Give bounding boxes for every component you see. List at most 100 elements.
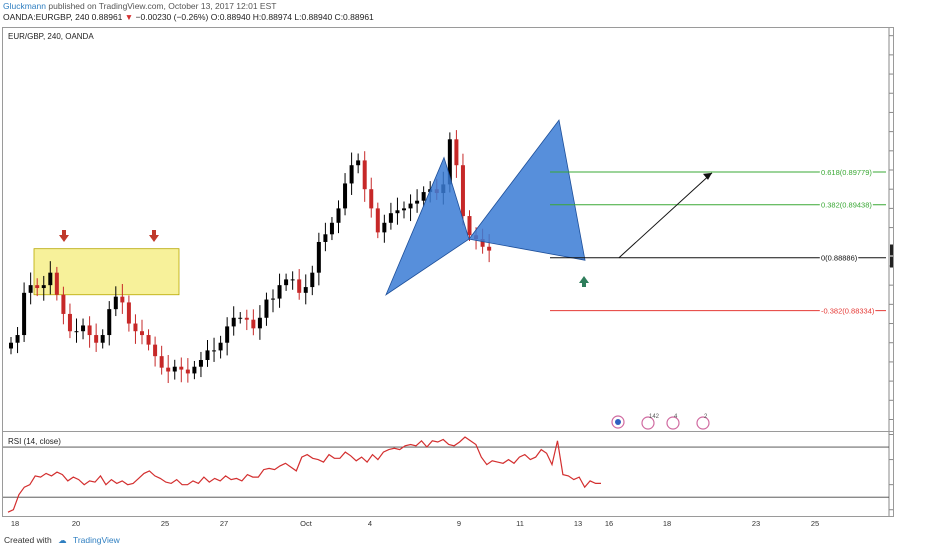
candle — [303, 274, 308, 305]
candle — [205, 340, 210, 367]
candle — [310, 265, 315, 296]
candle-body — [28, 285, 33, 293]
candle-body — [67, 313, 72, 332]
candle-body — [447, 139, 452, 185]
price-chart: 0.912000.910000.908000.906000.904000.902… — [9, 28, 893, 431]
candle-body — [205, 350, 210, 360]
candle-body — [487, 246, 492, 251]
candle — [35, 278, 40, 297]
time-tick-label: 9 — [457, 519, 461, 528]
candle — [244, 309, 249, 331]
candle — [356, 153, 361, 174]
rsi-title: RSI (14, close) — [8, 437, 61, 446]
candle-body — [323, 234, 328, 242]
candle-body — [140, 331, 144, 336]
time-tick-label: 16 — [605, 519, 613, 528]
candle-body — [277, 285, 282, 299]
time-axis: 18 20 25 27 Oct 4 9 11 13 16 18 23 25 — [11, 519, 819, 528]
time-tick-label: 20 — [72, 519, 80, 528]
symbol-label: OANDA:EURGBP, 240 — [3, 12, 90, 22]
candle-body — [185, 369, 190, 374]
candle-body — [375, 208, 380, 233]
candle-body — [460, 165, 465, 217]
time-tick-label: 18 — [11, 519, 19, 528]
candle — [28, 272, 33, 305]
candle — [415, 189, 420, 213]
candle — [467, 210, 472, 242]
candle — [9, 336, 13, 355]
candle-body — [9, 342, 13, 349]
candle-body — [192, 366, 197, 374]
candle-body — [15, 335, 20, 343]
candle-body — [349, 165, 354, 184]
time-tick-label: Oct — [300, 519, 313, 528]
created-with-label: Created with — [4, 535, 52, 545]
rsi-chart: 80.000060.000040.000020.0000 — [3, 432, 893, 516]
candle-body — [395, 210, 400, 214]
candle-body — [343, 183, 348, 209]
time-tick-label: 25 — [161, 519, 169, 528]
chart-title: EUR/GBP, 240, OANDA — [8, 32, 94, 41]
candle-body — [362, 160, 367, 190]
fib-level-label: 0.618(0.89779) — [821, 168, 872, 177]
candle — [402, 201, 406, 219]
candle — [323, 222, 328, 252]
candle — [81, 318, 86, 340]
candle-body — [244, 317, 249, 320]
candle-body — [133, 323, 138, 332]
candle-body — [303, 287, 308, 293]
candle-body — [356, 160, 361, 166]
candle-body — [225, 326, 230, 343]
candle — [460, 153, 465, 226]
candle — [382, 214, 387, 243]
candle-body — [415, 200, 420, 204]
candle — [54, 266, 59, 301]
candle-body — [120, 296, 125, 303]
candle — [100, 329, 105, 349]
candle-body — [382, 222, 387, 233]
event-badge-icon — [641, 416, 655, 430]
candle-body — [22, 292, 27, 336]
candle — [153, 336, 158, 367]
candle — [87, 316, 92, 348]
candle-body — [81, 325, 86, 332]
price-chart-panel[interactable]: 0.912000.910000.908000.906000.904000.902… — [2, 27, 894, 432]
candle-body — [198, 359, 203, 367]
candle — [48, 261, 53, 295]
candle-body — [126, 302, 131, 324]
candle-body — [48, 272, 53, 286]
candle-body — [316, 241, 321, 273]
candle — [41, 275, 46, 301]
candle — [159, 345, 164, 375]
tradingview-brand[interactable]: TradingView — [72, 535, 120, 545]
candle-body — [271, 298, 275, 300]
fib-level-label: -0.382(0.88334) — [821, 307, 875, 316]
candle — [120, 284, 125, 314]
fib-level-label: 0.382(0.89438) — [821, 201, 872, 210]
up-arrow-icon — [582, 282, 586, 287]
candle — [290, 271, 295, 290]
author-link[interactable]: Gluckmann — [3, 1, 46, 11]
fib-level-label: 0(0.88886) — [821, 254, 858, 263]
down-arrow-icon — [62, 230, 66, 236]
candle-body — [310, 272, 315, 288]
candle-body — [172, 366, 177, 372]
tradingview-logo-icon[interactable]: ☁ — [58, 535, 67, 545]
candle-body — [290, 279, 295, 281]
candle — [264, 292, 269, 326]
candle — [67, 303, 72, 339]
candle-body — [87, 325, 92, 336]
candle — [185, 358, 190, 383]
candle-body — [297, 279, 302, 293]
candle — [375, 202, 380, 239]
candle-body — [421, 192, 426, 201]
time-tick-label: 25 — [811, 519, 819, 528]
candle-body — [159, 356, 164, 368]
candle-body — [257, 317, 262, 329]
event-badge-icon — [615, 419, 621, 425]
candle — [146, 329, 151, 351]
candle — [218, 335, 223, 359]
candle — [74, 318, 79, 343]
candle — [316, 232, 321, 286]
rsi-panel[interactable]: 80.000060.000040.000020.0000 RSI (14, cl… — [2, 431, 894, 517]
